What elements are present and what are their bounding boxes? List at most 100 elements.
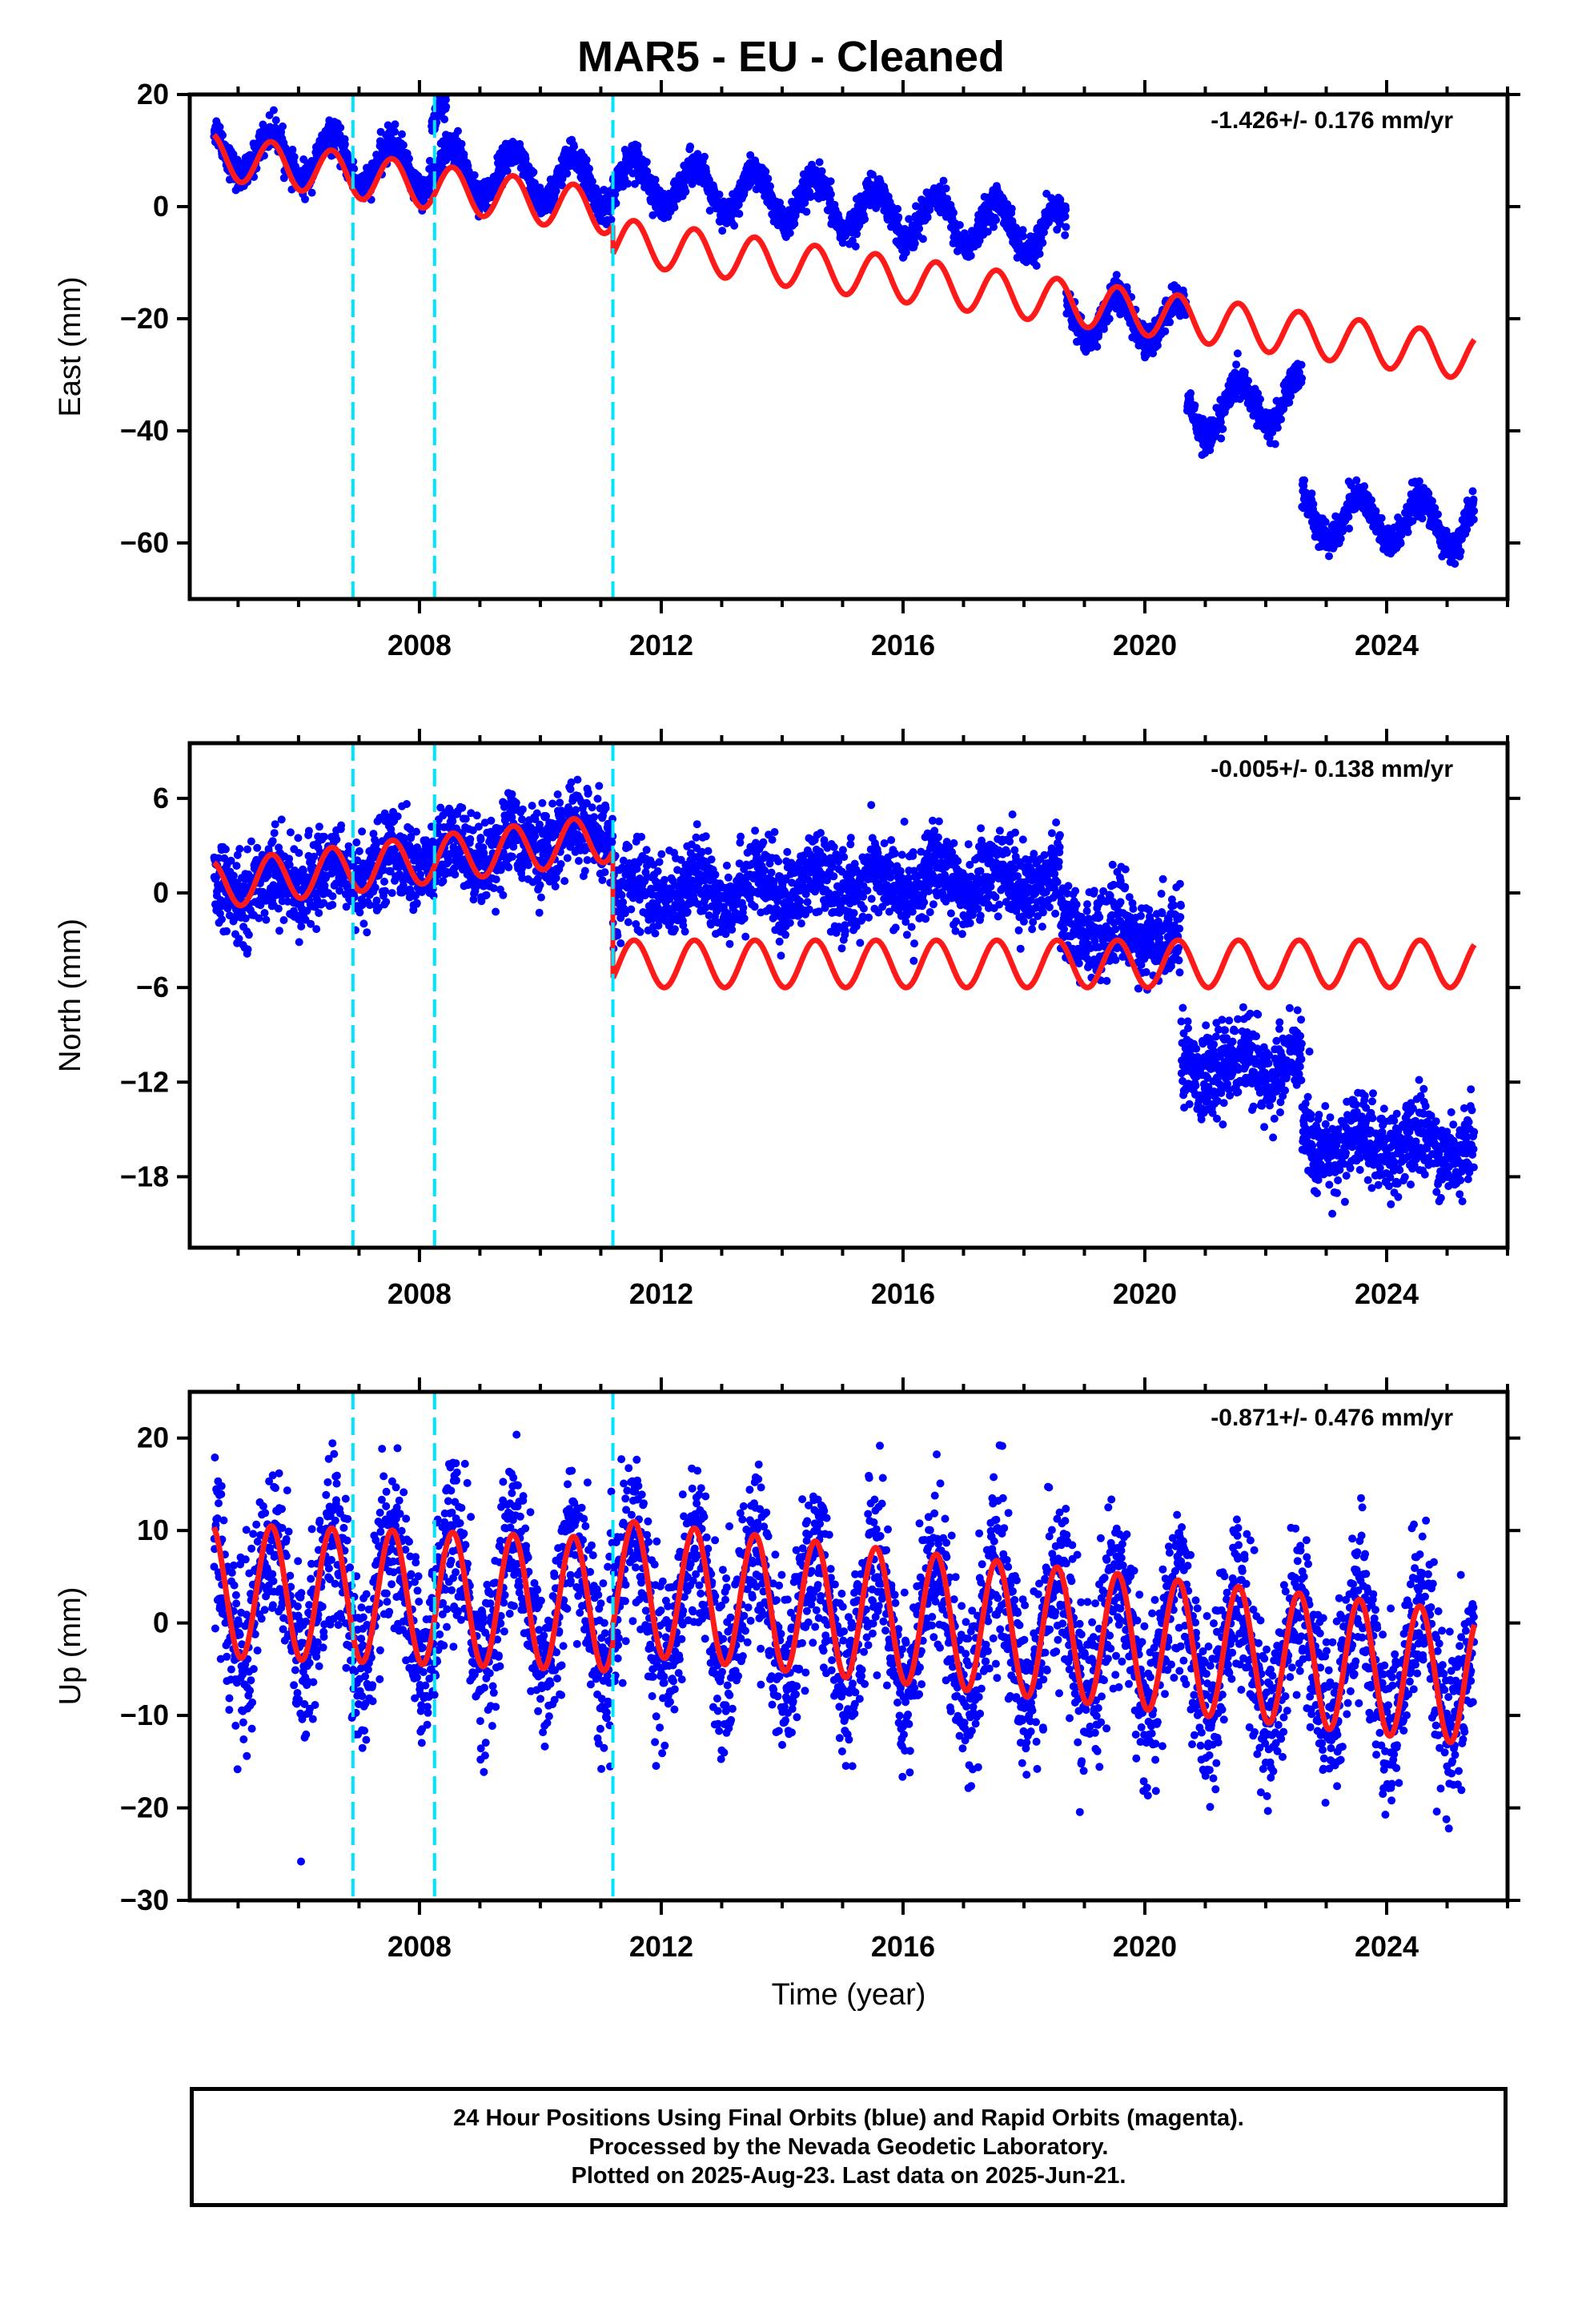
y-tick-label: −40 (120, 414, 169, 447)
data-point (290, 152, 299, 161)
data-point (297, 922, 306, 931)
data-point (1273, 424, 1282, 432)
data-point (274, 904, 283, 913)
data-point (734, 200, 743, 209)
data-point (372, 896, 381, 905)
data-point (1451, 560, 1460, 568)
data-point (894, 213, 903, 222)
y-tick-label: 0 (153, 190, 169, 223)
data-point (1094, 330, 1103, 339)
data-point (915, 224, 924, 233)
data-point (1216, 418, 1225, 427)
data-point (315, 822, 323, 831)
data-point (1371, 507, 1380, 516)
data-point (942, 184, 950, 193)
data-point (851, 242, 860, 251)
data-point (893, 204, 902, 213)
data-point (939, 176, 948, 185)
data-point (1219, 424, 1227, 433)
data-point (380, 877, 388, 886)
x-tick-label: 2008 (387, 629, 452, 661)
data-point (247, 837, 255, 846)
model-curve-segment (610, 218, 1477, 380)
data-point (681, 187, 690, 196)
data-point (279, 122, 287, 131)
data-point (853, 230, 861, 239)
data-point (1166, 318, 1174, 327)
data-point (1105, 315, 1114, 323)
data-point (817, 167, 826, 175)
data-point (1456, 547, 1465, 556)
east-model-series (211, 132, 1477, 380)
data-point (1093, 342, 1102, 351)
data-point (607, 215, 616, 224)
data-point (802, 207, 811, 216)
data-point (1153, 341, 1162, 350)
data-point (1344, 513, 1353, 521)
data-point (719, 197, 728, 206)
data-point (1300, 476, 1309, 485)
data-point (633, 141, 642, 150)
data-point (766, 182, 774, 191)
data-point (440, 81, 448, 89)
data-point (1032, 261, 1041, 270)
data-point (270, 829, 279, 838)
data-point (1415, 477, 1423, 485)
data-point (868, 171, 877, 179)
data-point (1149, 349, 1158, 358)
data-point (1061, 212, 1070, 221)
data-point (943, 195, 952, 203)
data-point (776, 199, 784, 207)
data-point (1062, 205, 1070, 214)
data-point (279, 916, 288, 924)
data-point (218, 915, 226, 923)
data-point (746, 151, 755, 159)
data-point (391, 127, 400, 136)
data-point (232, 862, 241, 870)
data-point (923, 213, 932, 222)
data-point (328, 892, 337, 901)
data-point (529, 168, 538, 176)
data-point (457, 139, 466, 148)
data-point (470, 171, 479, 179)
data-point (442, 103, 451, 111)
data-point (399, 141, 408, 150)
data-point (355, 908, 364, 917)
data-point (235, 935, 243, 943)
data-point (391, 120, 400, 129)
east-rate-label: -1.426+/- 0.176 mm/yr (1211, 107, 1453, 134)
data-point (315, 909, 323, 918)
data-point (1233, 349, 1242, 358)
data-point (439, 85, 447, 93)
data-point (1191, 401, 1199, 410)
data-point (1061, 231, 1070, 239)
data-point (1367, 496, 1375, 505)
data-point (1428, 497, 1436, 505)
data-point (441, 82, 449, 90)
data-point (966, 251, 975, 260)
data-point (332, 835, 341, 844)
data-point (764, 175, 773, 183)
data-point (268, 837, 277, 846)
data-point (440, 115, 449, 123)
east-y-axis-label: East (mm) (54, 276, 87, 416)
data-point (1298, 374, 1307, 383)
data-point (320, 832, 328, 841)
data-point (1345, 525, 1354, 533)
data-point (256, 901, 265, 910)
data-point (570, 143, 578, 151)
data-point (279, 174, 288, 183)
data-point (1424, 489, 1433, 498)
data-point (503, 167, 512, 175)
east-plot-area (210, 81, 1479, 568)
data-point (1469, 515, 1478, 524)
data-point (1325, 552, 1333, 561)
data-point (901, 248, 910, 257)
data-point (1256, 395, 1264, 404)
x-tick-label: 2020 (1113, 629, 1177, 661)
data-point (221, 845, 230, 854)
model-curve-segment (211, 132, 616, 236)
data-point (628, 169, 637, 178)
page-title: MAR5 - EU - Cleaned (576, 33, 1006, 81)
